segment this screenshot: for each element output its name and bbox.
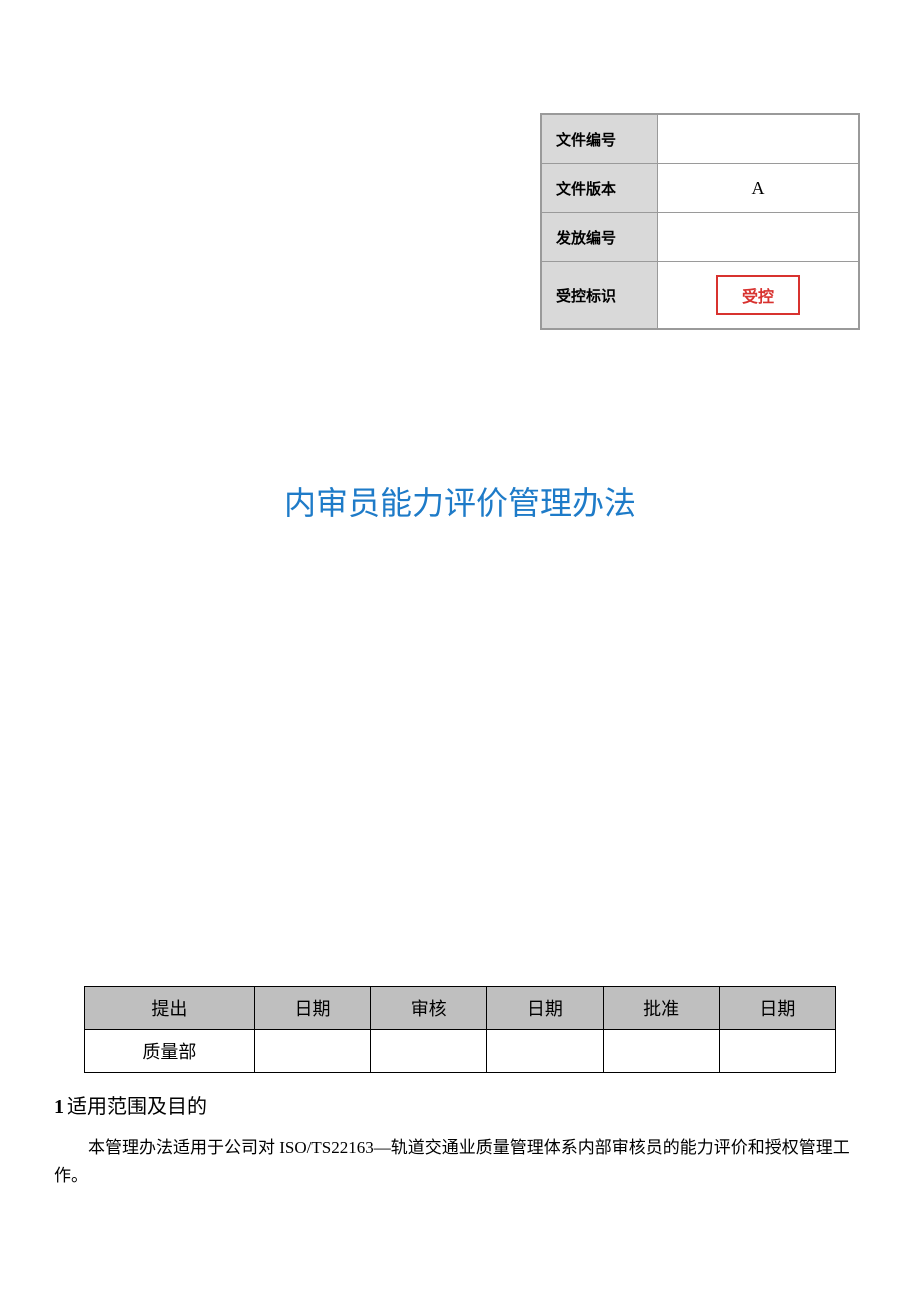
info-label: 文件版本 bbox=[541, 164, 658, 213]
cell-date-1 bbox=[254, 1030, 370, 1073]
col-approved-by: 批准 bbox=[603, 987, 719, 1030]
document-page: 文件编号 文件版本 A 发放编号 受控标识 受控 内审员能力评价管理办法 提出 … bbox=[0, 0, 920, 1301]
signature-table: 提出 日期 审核 日期 批准 日期 质量部 bbox=[84, 986, 836, 1073]
col-reviewed-by: 审核 bbox=[371, 987, 487, 1030]
document-info-table: 文件编号 文件版本 A 发放编号 受控标识 受控 bbox=[540, 113, 860, 330]
signature-data-row: 质量部 bbox=[85, 1030, 836, 1073]
section-number: 1 bbox=[54, 1096, 64, 1118]
info-row-issue-number: 发放编号 bbox=[541, 213, 859, 262]
cell-approved-by bbox=[603, 1030, 719, 1073]
cell-date-2 bbox=[487, 1030, 603, 1073]
info-value: A bbox=[658, 164, 860, 213]
col-proposed-by: 提出 bbox=[85, 987, 255, 1030]
info-value bbox=[658, 114, 860, 164]
cell-reviewed-by bbox=[371, 1030, 487, 1073]
section-1-heading: 1适用范围及目的 bbox=[54, 1090, 207, 1119]
info-value: 受控 bbox=[658, 262, 860, 330]
info-value bbox=[658, 213, 860, 262]
info-row-controlled-mark: 受控标识 受控 bbox=[541, 262, 859, 330]
col-date-3: 日期 bbox=[719, 987, 835, 1030]
section-title: 适用范围及目的 bbox=[67, 1096, 207, 1118]
info-row-doc-version: 文件版本 A bbox=[541, 164, 859, 213]
controlled-stamp: 受控 bbox=[716, 275, 800, 315]
info-row-doc-number: 文件编号 bbox=[541, 114, 859, 164]
col-date-1: 日期 bbox=[254, 987, 370, 1030]
cell-proposed-by: 质量部 bbox=[85, 1030, 255, 1073]
signature-header-row: 提出 日期 审核 日期 批准 日期 bbox=[85, 987, 836, 1030]
section-1-body: 本管理办法适用于公司对 ISO/TS22163—轨道交通业质量管理体系内部审核员… bbox=[54, 1134, 866, 1190]
info-label: 文件编号 bbox=[541, 114, 658, 164]
document-title: 内审员能力评价管理办法 bbox=[0, 478, 920, 524]
info-label: 发放编号 bbox=[541, 213, 658, 262]
col-date-2: 日期 bbox=[487, 987, 603, 1030]
info-label: 受控标识 bbox=[541, 262, 658, 330]
cell-date-3 bbox=[719, 1030, 835, 1073]
